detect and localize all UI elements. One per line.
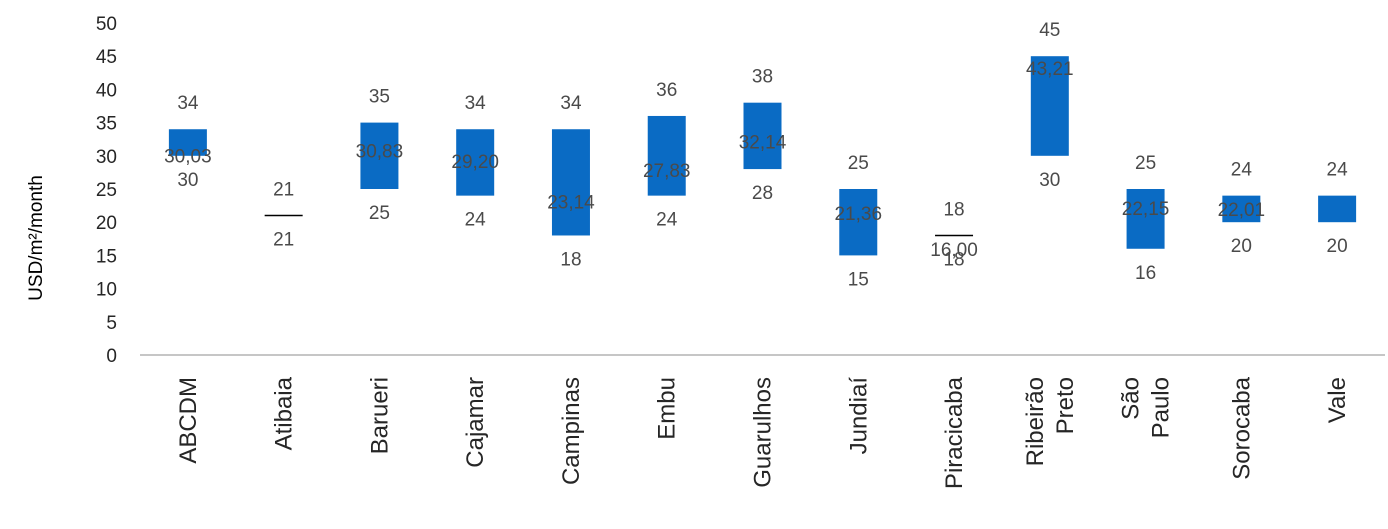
max-label: 38 xyxy=(752,67,773,88)
y-axis-label: USD/m²/month xyxy=(26,175,47,301)
max-label: 24 xyxy=(1231,160,1253,181)
min-label: 15 xyxy=(848,269,869,290)
range-bar xyxy=(743,102,782,170)
min-label: 25 xyxy=(369,203,390,224)
range-bar xyxy=(551,129,590,236)
min-label: 30 xyxy=(177,170,198,191)
y-tick-label: 20 xyxy=(96,213,117,234)
min-label: 24 xyxy=(656,210,678,231)
max-label: 25 xyxy=(1135,153,1156,174)
max-label: 34 xyxy=(560,93,582,114)
average-label: 16,00 xyxy=(930,240,978,261)
average-label: 22,15 xyxy=(1122,199,1170,220)
min-label: 20 xyxy=(1231,236,1252,257)
min-label: 16 xyxy=(1135,263,1156,284)
y-tick-label: 40 xyxy=(96,80,117,101)
y-tick-label: 5 xyxy=(106,313,117,334)
min-label: 24 xyxy=(465,210,487,231)
average-label: 29,20 xyxy=(451,152,499,173)
min-label: 30 xyxy=(1039,170,1060,191)
x-category-label: Jundiaí xyxy=(845,377,872,455)
average-label: 22,01 xyxy=(1218,200,1266,221)
y-tick-label: 30 xyxy=(96,147,117,168)
max-label: 45 xyxy=(1039,20,1060,41)
x-category-label: Sorocaba xyxy=(1228,376,1255,479)
average-label: 30,03 xyxy=(164,147,212,168)
range-bar xyxy=(1222,195,1261,223)
y-tick-label: 25 xyxy=(96,180,117,201)
range-bar xyxy=(647,115,686,196)
max-label: 18 xyxy=(943,199,964,220)
max-label: 21 xyxy=(273,180,294,201)
y-tick-label: 35 xyxy=(96,114,117,135)
range-bar xyxy=(1318,195,1357,223)
min-label: 18 xyxy=(943,249,964,270)
x-category-label: Paulo xyxy=(1148,377,1175,438)
x-category-label: Ribeirão xyxy=(1022,377,1049,466)
bars xyxy=(168,56,1357,256)
min-label: 21 xyxy=(273,230,294,251)
x-axis: ABCDM Atibaia Barueri Cajamar Campinas Embu Gu… xyxy=(140,354,1385,489)
range-bar xyxy=(456,129,495,196)
average-label: 32,14 xyxy=(739,133,787,154)
x-category-label: Barueri xyxy=(366,377,393,454)
max-label: 34 xyxy=(177,93,199,114)
average-label: 27,83 xyxy=(643,161,691,182)
data-labels: 343030,032121352530,83342429,20341823,14… xyxy=(164,20,1348,290)
max-label: 34 xyxy=(465,93,487,114)
x-category-label: Vale xyxy=(1324,377,1351,423)
y-tick-label: 50 xyxy=(96,14,117,35)
range-bar xyxy=(839,189,878,256)
average-label: 23,14 xyxy=(547,192,595,213)
range-bar xyxy=(1126,189,1165,249)
average-label: 43,21 xyxy=(1026,59,1074,80)
y-tick-label: 45 xyxy=(96,47,117,68)
max-label: 36 xyxy=(656,80,677,101)
x-category-label: Preto xyxy=(1052,377,1079,434)
max-label: 25 xyxy=(848,153,869,174)
average-label: 21,36 xyxy=(834,204,882,225)
x-category-label: ABCDM xyxy=(175,377,202,464)
x-category-label: São xyxy=(1118,377,1145,420)
y-tick-label: 15 xyxy=(96,246,117,267)
y-axis: 0 5 10 15 20 25 30 35 40 45 50 xyxy=(96,14,117,367)
max-label: 35 xyxy=(369,87,390,108)
range-bar xyxy=(1030,56,1069,156)
x-category-label: Embu xyxy=(654,377,681,440)
x-category-label: Piracicaba xyxy=(941,376,968,489)
range-bar xyxy=(168,129,207,156)
x-category-label: Guarulhos xyxy=(750,377,777,488)
x-category-label: Atibaia xyxy=(271,376,298,450)
max-label: 24 xyxy=(1327,160,1349,181)
range-bar xyxy=(360,122,399,189)
x-category-label: Cajamar xyxy=(462,377,489,468)
min-label: 18 xyxy=(560,249,581,270)
min-label: 28 xyxy=(752,183,773,204)
min-label: 20 xyxy=(1327,236,1348,257)
y-tick-label: 10 xyxy=(96,280,117,301)
x-category-label: Campinas xyxy=(558,377,585,485)
y-tick-label: 0 xyxy=(106,346,117,367)
average-label: 30,83 xyxy=(356,141,404,162)
